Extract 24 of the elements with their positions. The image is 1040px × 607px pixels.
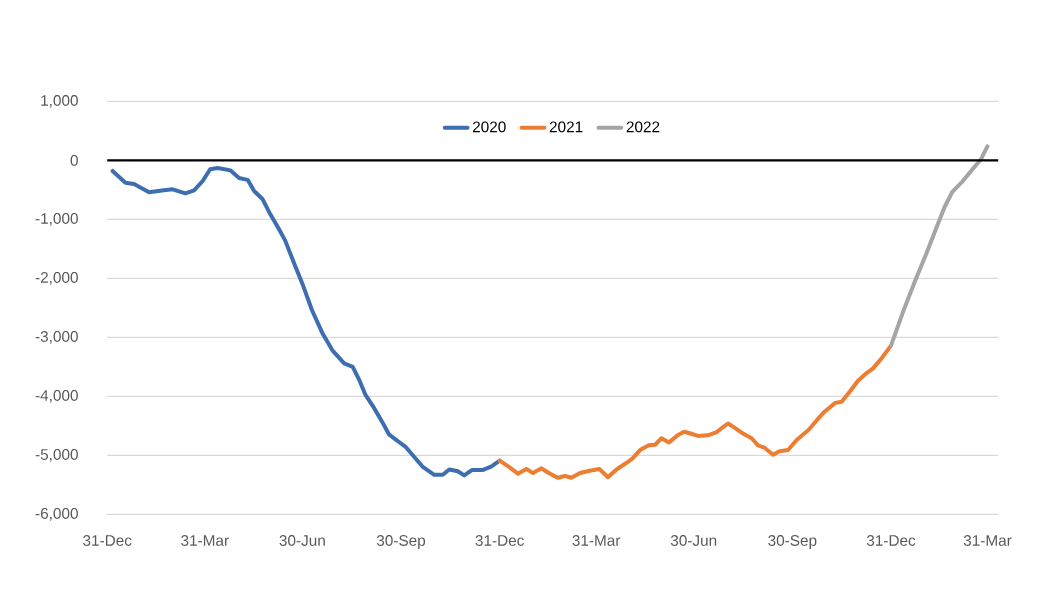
y-tick-label: -5,000 — [35, 449, 78, 462]
legend-label: 2022 — [626, 121, 660, 133]
y-tick-label: -3,000 — [35, 331, 78, 344]
x-tick-label: 31-Mar — [963, 535, 1012, 546]
line-series — [889, 144, 990, 348]
x-tick-label: 31-Mar — [572, 535, 621, 546]
x-tick-label: 30-Sep — [768, 535, 817, 549]
x-tick-label: 31-Dec — [475, 535, 524, 546]
legend-label: 2020 — [472, 121, 506, 133]
x-tick-label: 30-Jun — [279, 535, 325, 546]
line-series — [497, 343, 893, 480]
x-tick-label: 31-Dec — [83, 535, 132, 546]
y-tick-label: -2,000 — [35, 272, 78, 285]
y-tick-label: -1,000 — [35, 213, 78, 226]
x-tick-label: 30-Jun — [670, 535, 717, 546]
y-tick-label: -4,000 — [35, 390, 78, 403]
y-tick-label: 0 — [70, 154, 78, 166]
y-tick-label: 1,000 — [41, 95, 78, 108]
x-tick-label: 31-Mar — [181, 535, 229, 546]
x-tick-label: 30-Sep — [376, 535, 426, 549]
legend-label: 2021 — [549, 121, 583, 133]
y-tick-label: -6,000 — [35, 508, 78, 521]
line-series — [110, 166, 502, 478]
x-tick-label: 31-Dec — [866, 535, 916, 546]
